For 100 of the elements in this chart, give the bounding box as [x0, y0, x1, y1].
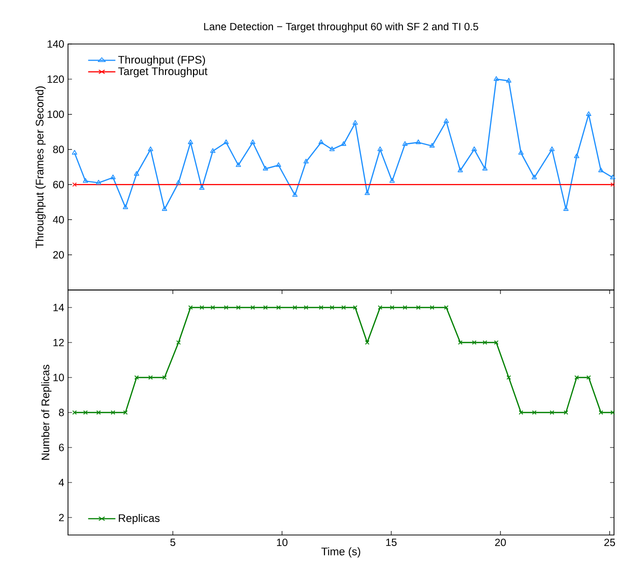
point	[199, 185, 205, 190]
point	[416, 305, 421, 310]
point	[262, 166, 268, 170]
point	[110, 174, 116, 180]
point	[598, 410, 604, 415]
point	[549, 146, 555, 152]
point	[564, 410, 568, 415]
point	[162, 375, 167, 380]
point	[250, 139, 256, 144]
point	[364, 340, 370, 345]
point	[200, 305, 204, 310]
y-tick-label: 14	[53, 304, 64, 312]
point	[532, 174, 537, 180]
y-tick-label: 120	[48, 75, 64, 83]
point	[276, 162, 282, 167]
y-tick-label: 20	[53, 251, 64, 259]
point	[494, 340, 499, 345]
point	[236, 162, 241, 167]
point	[83, 410, 88, 415]
point	[506, 78, 512, 83]
point	[176, 180, 182, 185]
point	[250, 305, 255, 310]
y-axis-title: Number of Replicas	[41, 364, 52, 460]
point	[416, 139, 421, 144]
point	[82, 178, 88, 183]
point	[482, 166, 488, 170]
x-tick-label: 10	[277, 538, 288, 546]
y-tick-label: 4	[58, 478, 64, 486]
x-tick-label: 15	[386, 538, 397, 546]
point	[352, 305, 358, 310]
point	[364, 190, 370, 196]
point	[263, 305, 268, 310]
point	[318, 305, 324, 310]
point	[352, 120, 358, 125]
point	[458, 168, 463, 172]
point	[586, 111, 592, 116]
point	[210, 148, 216, 153]
point	[506, 375, 511, 380]
point	[402, 305, 408, 310]
x-tick-label: 20	[495, 538, 506, 546]
point	[574, 153, 580, 158]
y-tick-label: 10	[53, 374, 64, 382]
point	[377, 146, 383, 152]
point	[134, 171, 140, 176]
point	[96, 410, 101, 415]
point	[96, 180, 102, 185]
y-tick-label: 60	[53, 180, 64, 188]
point	[134, 375, 139, 380]
point	[210, 305, 216, 310]
point	[341, 305, 346, 310]
point	[276, 305, 281, 310]
point	[303, 158, 309, 164]
point	[176, 340, 181, 345]
x-tick-label: 25	[604, 538, 616, 546]
legend-label: Replicas	[118, 514, 160, 524]
y-tick-label: 12	[53, 338, 64, 346]
y-tick-label: 6	[59, 444, 64, 452]
point	[563, 206, 569, 211]
point	[518, 150, 524, 155]
y-tick-label: 40	[52, 216, 64, 224]
point	[402, 141, 408, 146]
point	[430, 305, 434, 310]
point	[110, 410, 116, 415]
y-tick-label: 140	[48, 40, 64, 48]
point	[378, 305, 382, 310]
point	[598, 168, 604, 172]
x-axis-title: Time (s)	[321, 547, 360, 558]
point	[318, 139, 324, 144]
point	[162, 206, 168, 211]
point	[292, 192, 298, 197]
point	[458, 340, 462, 345]
point	[236, 305, 241, 310]
x-tick-label: 5	[170, 538, 176, 546]
point	[472, 146, 477, 152]
point	[444, 305, 449, 310]
point	[224, 305, 228, 310]
point	[494, 76, 499, 81]
point	[148, 375, 153, 380]
legend-label: Target Throughput	[118, 67, 208, 78]
point	[390, 305, 394, 310]
legend-label: Throughput (FPS)	[118, 56, 205, 66]
y-tick-label: 8	[58, 408, 64, 416]
point	[122, 204, 128, 210]
chart-title: Lane Detection − Target throughput 60 with SF 2 and TI 0.5	[204, 22, 478, 32]
y-tick-label: 80	[53, 146, 64, 154]
point	[123, 410, 128, 415]
point	[188, 139, 194, 144]
point	[148, 146, 154, 152]
point	[518, 410, 524, 415]
point	[574, 375, 579, 380]
point	[340, 141, 346, 146]
point	[550, 410, 554, 415]
point	[482, 340, 488, 345]
point	[389, 178, 395, 183]
point	[429, 142, 435, 148]
y-tick-label: 100	[48, 110, 64, 118]
point	[330, 305, 334, 310]
point	[292, 305, 298, 310]
point	[472, 340, 476, 345]
point	[304, 305, 308, 310]
